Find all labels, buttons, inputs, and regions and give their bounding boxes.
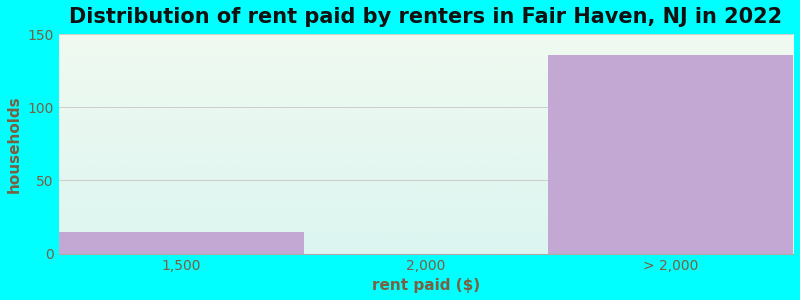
Y-axis label: households: households xyxy=(7,95,22,193)
X-axis label: rent paid ($): rent paid ($) xyxy=(372,278,480,293)
Bar xyxy=(58,232,303,253)
Bar xyxy=(548,55,793,254)
Title: Distribution of rent paid by renters in Fair Haven, NJ in 2022: Distribution of rent paid by renters in … xyxy=(70,7,782,27)
